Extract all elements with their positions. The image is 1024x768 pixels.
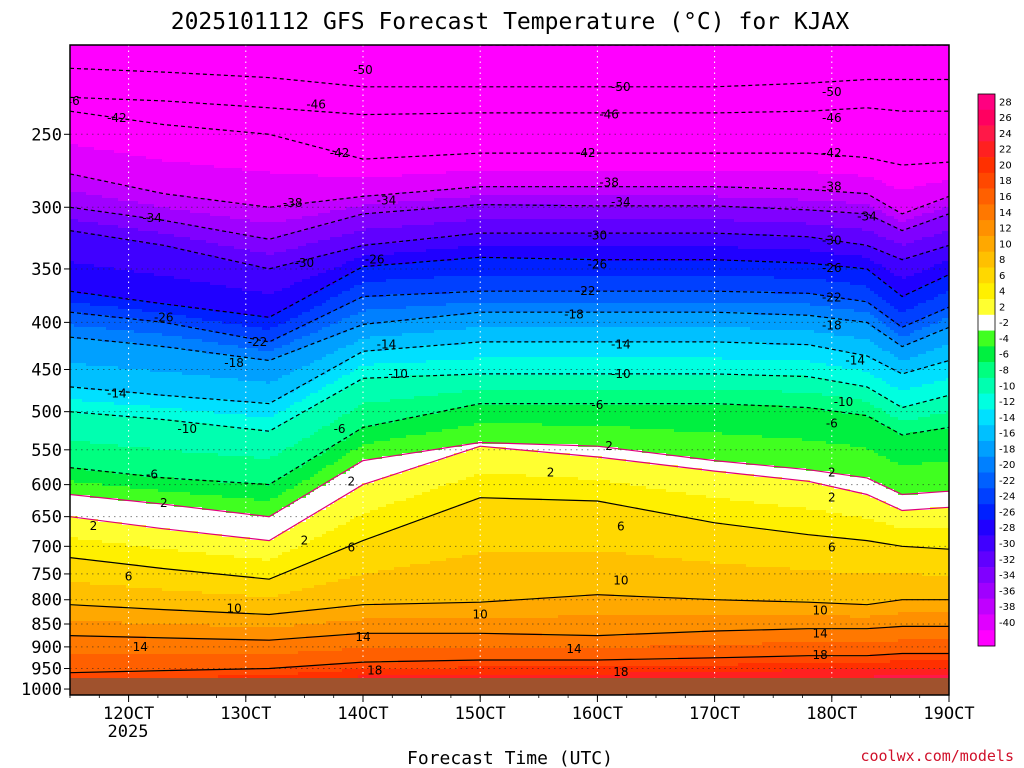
temperature-field	[70, 45, 951, 697]
chart-title: 2025101112 GFS Forecast Temperature (°C)…	[171, 9, 850, 35]
